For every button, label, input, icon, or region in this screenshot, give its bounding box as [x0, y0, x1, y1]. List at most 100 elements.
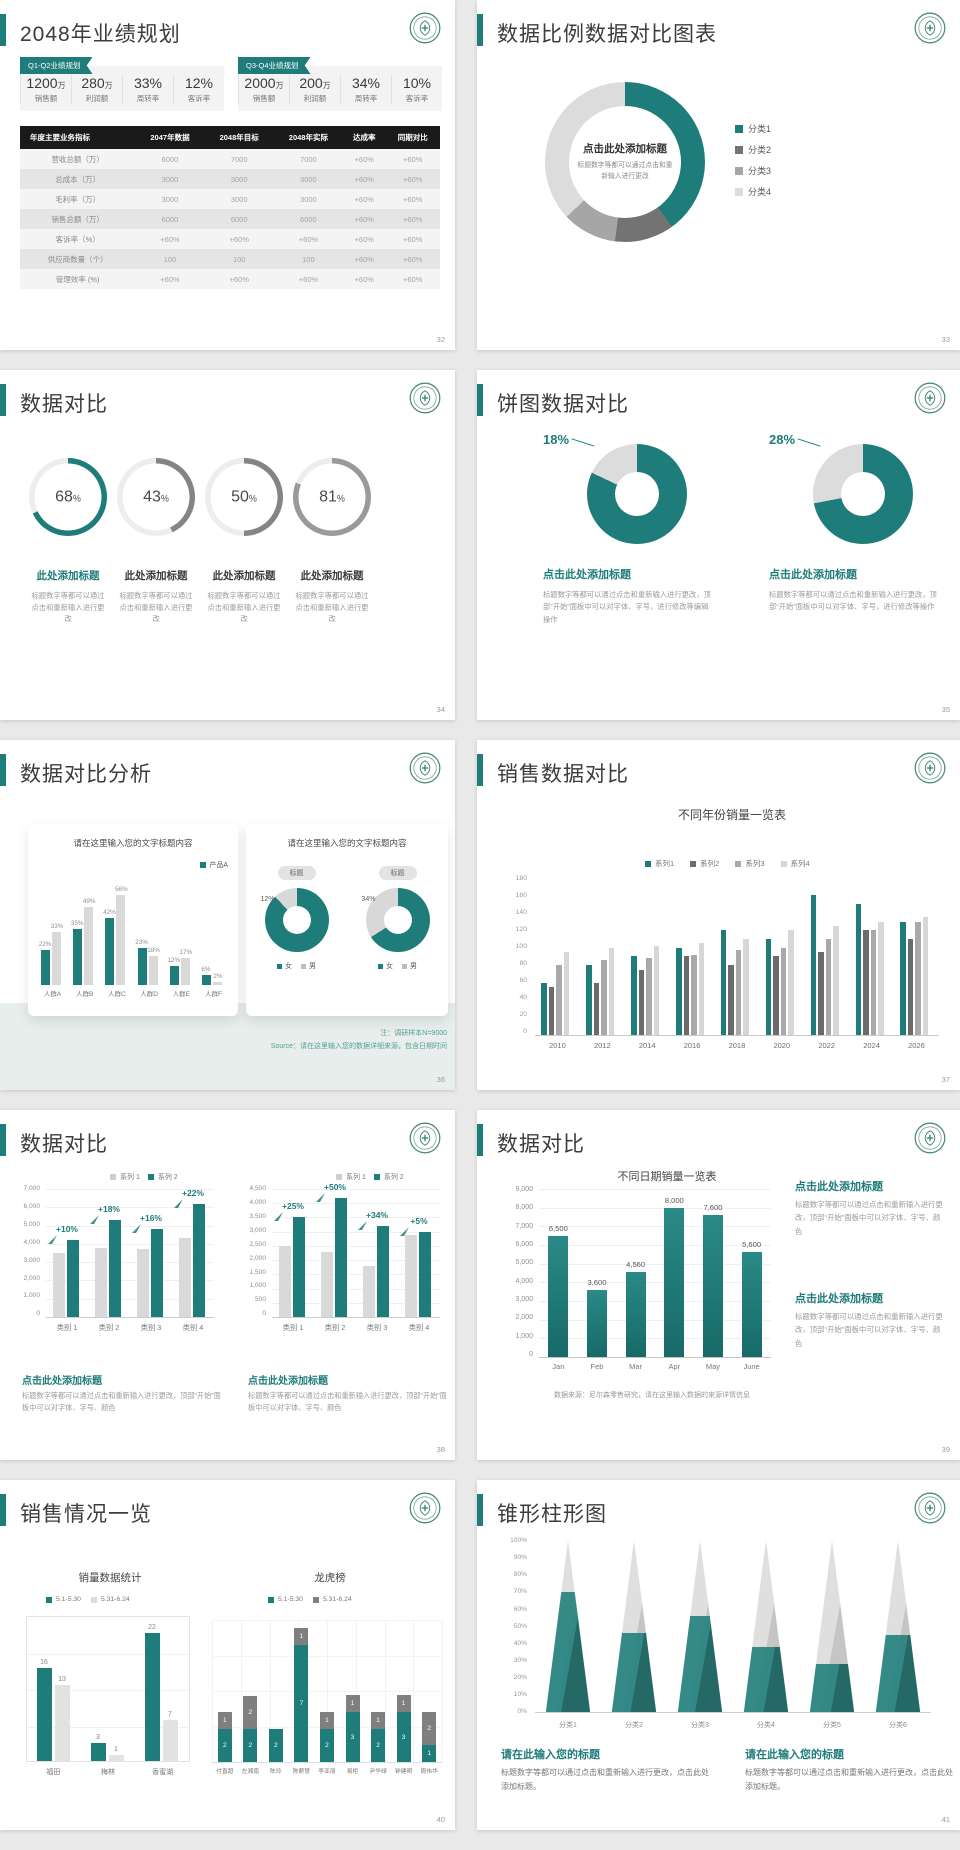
bar-plot: [535, 879, 939, 1036]
bar-系列4: [878, 922, 884, 1035]
table-cell: 3000: [161, 174, 179, 184]
cone: [611, 1540, 657, 1712]
table-cell: +60%: [354, 254, 374, 264]
bar-系列3: [601, 960, 607, 1035]
bar-value-label: 3: [96, 1734, 100, 1741]
bar-series1: [105, 918, 115, 985]
stat-value: 34%: [351, 75, 381, 91]
accent-bar: [0, 754, 6, 786]
stat-label: 周转率: [136, 94, 160, 103]
table-row: 毛利率（万） 3000 3000 3000 +60% +60%: [20, 189, 440, 209]
donut-center-title: 点击此处添加标题: [583, 143, 667, 156]
gridline: [539, 1301, 771, 1302]
growth-label: +18%: [98, 1204, 120, 1214]
bar: [702, 1215, 723, 1357]
y-tick-label: 90%: [513, 1554, 527, 1562]
slide-32[interactable]: 2048年业绩规划 Q1-Q2业绩规划 1200万 销售额 280万 利润额 33% 周转率…: [0, 0, 455, 350]
bar-series1: [37, 1668, 52, 1761]
slide-39[interactable]: 数据对比 不同日期销量一览表 9,000 8,000 7,000 6,000 5,000 4…: [477, 1110, 960, 1460]
survey-note: 注：调研样本N=9000: [380, 1030, 447, 1037]
item-desc: 标题数字等都可以通过点击和重新输入进行更改，顶部“开始”面板中可以对字体、字号，…: [769, 590, 937, 612]
card-title: 请在这里输入您的文字标题内容: [287, 838, 407, 848]
stat-value: 33%: [133, 75, 163, 91]
slide-34[interactable]: 数据对比 68% 43% 50% 81% 此处添加标题 标题数字等都可以通过点击和重新输入…: [0, 370, 455, 720]
bar-系列4: [788, 930, 794, 1035]
bar-系列1: [810, 895, 817, 1035]
chart-title: 不同日期销量一览表: [617, 1171, 717, 1183]
bar-value-label: 3,600: [587, 1278, 607, 1287]
company-logo-icon: [409, 382, 441, 414]
x-tick-label: 钟建明: [394, 1769, 413, 1775]
slide-41[interactable]: 锥形柱形图 100% 90% 80% 70% 60% 50% 40% 30% 20% 10% 0% 分…: [477, 1480, 960, 1830]
slide-37[interactable]: 销售数据对比 不同年份销量一览表 系列1 系列2 系列3 系列4 180 160 140 120…: [477, 740, 960, 1090]
y-tick-label: 2,000: [249, 1254, 266, 1262]
table-cell: 6000: [300, 214, 317, 224]
item-title: 点击此处添加标题: [543, 569, 631, 581]
bar-系列1: [855, 904, 862, 1035]
bar-系列2: [773, 956, 779, 1035]
bar-系列4: [653, 946, 660, 1035]
bar-group: 6,500: [541, 1189, 575, 1357]
table-cell: +60%: [354, 174, 374, 184]
legend-swatch: [268, 1596, 274, 1603]
bar-系列3: [691, 955, 697, 1035]
bar-value-label: 33%: [50, 923, 64, 930]
category-label: 人群D: [140, 991, 158, 998]
growth-label: +25%: [282, 1201, 304, 1211]
slide-35[interactable]: 饼图数据对比 18% 点击此处添加标题 标题数字等都可以通过点击和重新输入进行更改，…: [477, 370, 960, 720]
stats-group: Q1-Q2业绩规划 1200万 销售额 280万 利润额 33% 周转率 12% 客诉率: [20, 57, 224, 111]
stack-series1: 2: [268, 1729, 283, 1762]
table-header-cell: 同期对比: [385, 126, 440, 149]
x-tick-label: 类别 2: [98, 1323, 120, 1332]
gauge-value: 43%: [143, 488, 169, 505]
x-tick-label: May: [705, 1362, 721, 1371]
legend-label: 5.31-6.24: [322, 1596, 352, 1603]
table-cell: +60%: [229, 274, 249, 284]
bar-series1: [53, 1253, 65, 1317]
x-tick-label: 类别 2: [324, 1323, 346, 1332]
pushpin-icon: [90, 1215, 99, 1224]
bar-group: 22% 33%: [38, 879, 67, 985]
company-logo-icon: [409, 1492, 441, 1524]
x-tick-label: 2026: [908, 1041, 925, 1050]
table-cell: 客诉率（%）: [55, 234, 100, 244]
gridline: [272, 1289, 440, 1290]
bar-series1: [41, 950, 50, 985]
accent-bar: [477, 754, 483, 786]
table-cell: +60%: [229, 234, 249, 244]
legend-label: 男: [309, 963, 316, 970]
slide-38[interactable]: 数据对比 系列 1 系列 2 7,000 6,000 5,000 4,000 3,000 2,…: [0, 1110, 455, 1460]
y-tick-label: 1,500: [249, 1268, 266, 1276]
slide-36[interactable]: 数据对比分析 请在这里输入您的文字标题内容 产品A 22% 33% 35% 49% 42% 5…: [0, 740, 455, 1090]
bar-value-label: 17%: [179, 949, 193, 956]
x-tick-label: 分类3: [691, 1722, 709, 1729]
x-tick-label: 分类6: [889, 1722, 907, 1729]
y-tick-label: 80%: [513, 1571, 527, 1579]
bar-系列3: [915, 922, 921, 1035]
kpi-table: 年度主要业务指标 2047年数据 2048年目标 2048年实际 达成率 同期对比 营收总额…: [20, 126, 440, 289]
slide-40[interactable]: 销售情况一览 销量数据统计 5.1-5.30 5.31-6.24 16 13 3 1 22 7 福…: [0, 1480, 455, 1830]
legend-label: 系列4: [790, 859, 810, 868]
x-tick-label: 2016: [683, 1041, 701, 1050]
y-tick-label: 30%: [513, 1656, 527, 1664]
page-number: 38: [436, 1445, 445, 1454]
y-axis: 9,000 8,000 7,000 6,000 5,000 4,000 3,000 2,000…: [503, 1186, 533, 1358]
bar-系列2: [863, 930, 869, 1035]
bar-系列4: [608, 948, 615, 1035]
bar-group: +34%: [358, 1189, 394, 1317]
legend-swatch: [46, 1596, 52, 1603]
slide-title: 饼图数据对比: [497, 393, 629, 416]
x-tick-label: 香蜜湖: [152, 1769, 174, 1776]
stat-value: 12%: [184, 75, 214, 91]
legend-label: 系列 1: [120, 1174, 140, 1181]
bar-series2: [193, 1204, 205, 1317]
y-tick-label: 7,000: [23, 1185, 40, 1192]
slide-33[interactable]: 数据比例数据对比图表 点击此处添加标题 标题数字等都可以通过点击和重新输入进行更改…: [477, 0, 960, 350]
accent-bar: [0, 14, 6, 46]
slide-header: 2048年业绩规划: [0, 0, 455, 50]
page-number: 32: [436, 335, 445, 344]
slide-body: 点击此处添加标题 标题数字等都可以通过点击和重新输入进行更改 分类1 分类2 分类3 分类…: [477, 0, 960, 350]
gridline: [46, 1262, 214, 1263]
slide-title: 数据比例数据对比图表: [497, 23, 717, 46]
